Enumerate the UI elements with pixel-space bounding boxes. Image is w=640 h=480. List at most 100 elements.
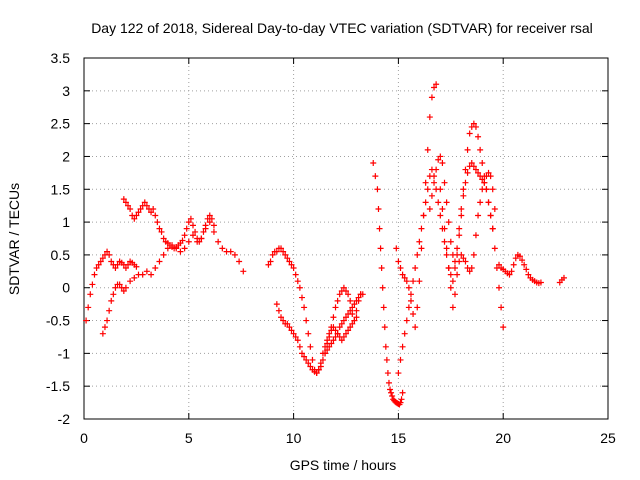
data-point: [210, 222, 217, 229]
data-point: [152, 265, 159, 272]
data-point: [313, 370, 320, 377]
data-point: [89, 281, 96, 288]
data-point: [290, 265, 297, 272]
data-point: [99, 255, 106, 262]
data-point: [192, 228, 199, 235]
y-tick-label: -2: [58, 411, 71, 427]
data-point: [458, 251, 465, 258]
data-point: [91, 271, 98, 278]
data-point: [265, 261, 272, 268]
x-tick-label: 0: [80, 430, 88, 446]
data-point: [156, 258, 163, 265]
data-point: [231, 251, 238, 258]
data-point: [85, 304, 92, 311]
data-point: [326, 333, 333, 340]
data-point: [116, 281, 123, 288]
data-point: [236, 258, 243, 265]
series-segment-e: [273, 291, 366, 377]
data-point: [472, 166, 479, 173]
data-point: [330, 324, 337, 331]
data-point: [449, 304, 456, 311]
data-point: [397, 356, 404, 363]
data-point: [481, 179, 488, 186]
data-point: [349, 320, 356, 327]
data-point: [108, 258, 115, 265]
data-point: [397, 265, 404, 272]
y-tick-label: 3.5: [51, 50, 71, 66]
y-tick-label: -1: [58, 345, 71, 361]
data-point: [431, 179, 438, 186]
data-point: [496, 261, 503, 268]
data-point: [496, 284, 503, 291]
data-point: [93, 265, 100, 272]
data-point: [485, 169, 492, 176]
data-point: [439, 160, 446, 167]
data-point: [387, 386, 394, 393]
data-point: [267, 258, 274, 265]
data-point: [330, 337, 337, 344]
data-point: [477, 173, 484, 180]
data-point: [510, 261, 517, 268]
data-point: [475, 169, 482, 176]
data-point: [332, 327, 339, 334]
data-point: [410, 310, 417, 317]
data-point: [104, 248, 111, 255]
data-point: [133, 263, 140, 270]
data-point: [343, 314, 349, 321]
data-point: [101, 324, 108, 331]
data-point: [324, 347, 331, 354]
data-point: [273, 248, 280, 255]
data-point: [418, 245, 425, 252]
data-point: [288, 261, 295, 268]
data-point: [164, 245, 171, 252]
series-segment-m: [556, 274, 567, 286]
data-point: [135, 209, 142, 216]
data-point: [307, 343, 314, 350]
data-point: [500, 324, 507, 331]
data-point: [468, 160, 475, 167]
data-point: [127, 205, 134, 212]
data-point: [319, 356, 326, 363]
data-point: [106, 251, 113, 258]
data-point: [351, 317, 358, 324]
y-tick-label: -0.5: [46, 313, 70, 329]
data-point: [443, 245, 450, 252]
data-point: [87, 291, 94, 298]
data-point: [433, 166, 440, 173]
data-point: [286, 324, 293, 331]
data-point: [154, 219, 161, 226]
data-point: [340, 317, 347, 324]
data-point: [464, 169, 471, 176]
data-point: [104, 317, 111, 324]
data-point: [445, 265, 452, 272]
y-tick-label: -1.5: [46, 378, 70, 394]
data-point: [114, 261, 121, 268]
data-point: [521, 261, 528, 268]
data-point: [294, 337, 301, 344]
data-point: [460, 186, 467, 193]
data-point: [379, 284, 386, 291]
data-point: [280, 248, 287, 255]
data-point: [108, 297, 115, 304]
data-point: [219, 245, 226, 252]
data-point: [347, 324, 354, 331]
data-point: [305, 360, 312, 367]
data-point: [420, 212, 427, 219]
data-point: [470, 251, 477, 258]
data-point: [377, 245, 384, 252]
plot-frame: [83, 57, 609, 420]
data-point: [462, 258, 469, 265]
data-point: [389, 393, 396, 400]
data-point: [470, 120, 477, 127]
data-point: [489, 225, 496, 232]
data-point: [399, 271, 406, 278]
data-point: [560, 274, 567, 281]
data-point: [152, 212, 159, 219]
data-point: [284, 255, 291, 262]
y-tick-label: 1.5: [51, 181, 71, 197]
data-point: [292, 333, 299, 340]
data-point: [336, 324, 343, 331]
data-point: [449, 278, 456, 285]
data-point: [181, 245, 188, 252]
data-point: [489, 186, 496, 193]
